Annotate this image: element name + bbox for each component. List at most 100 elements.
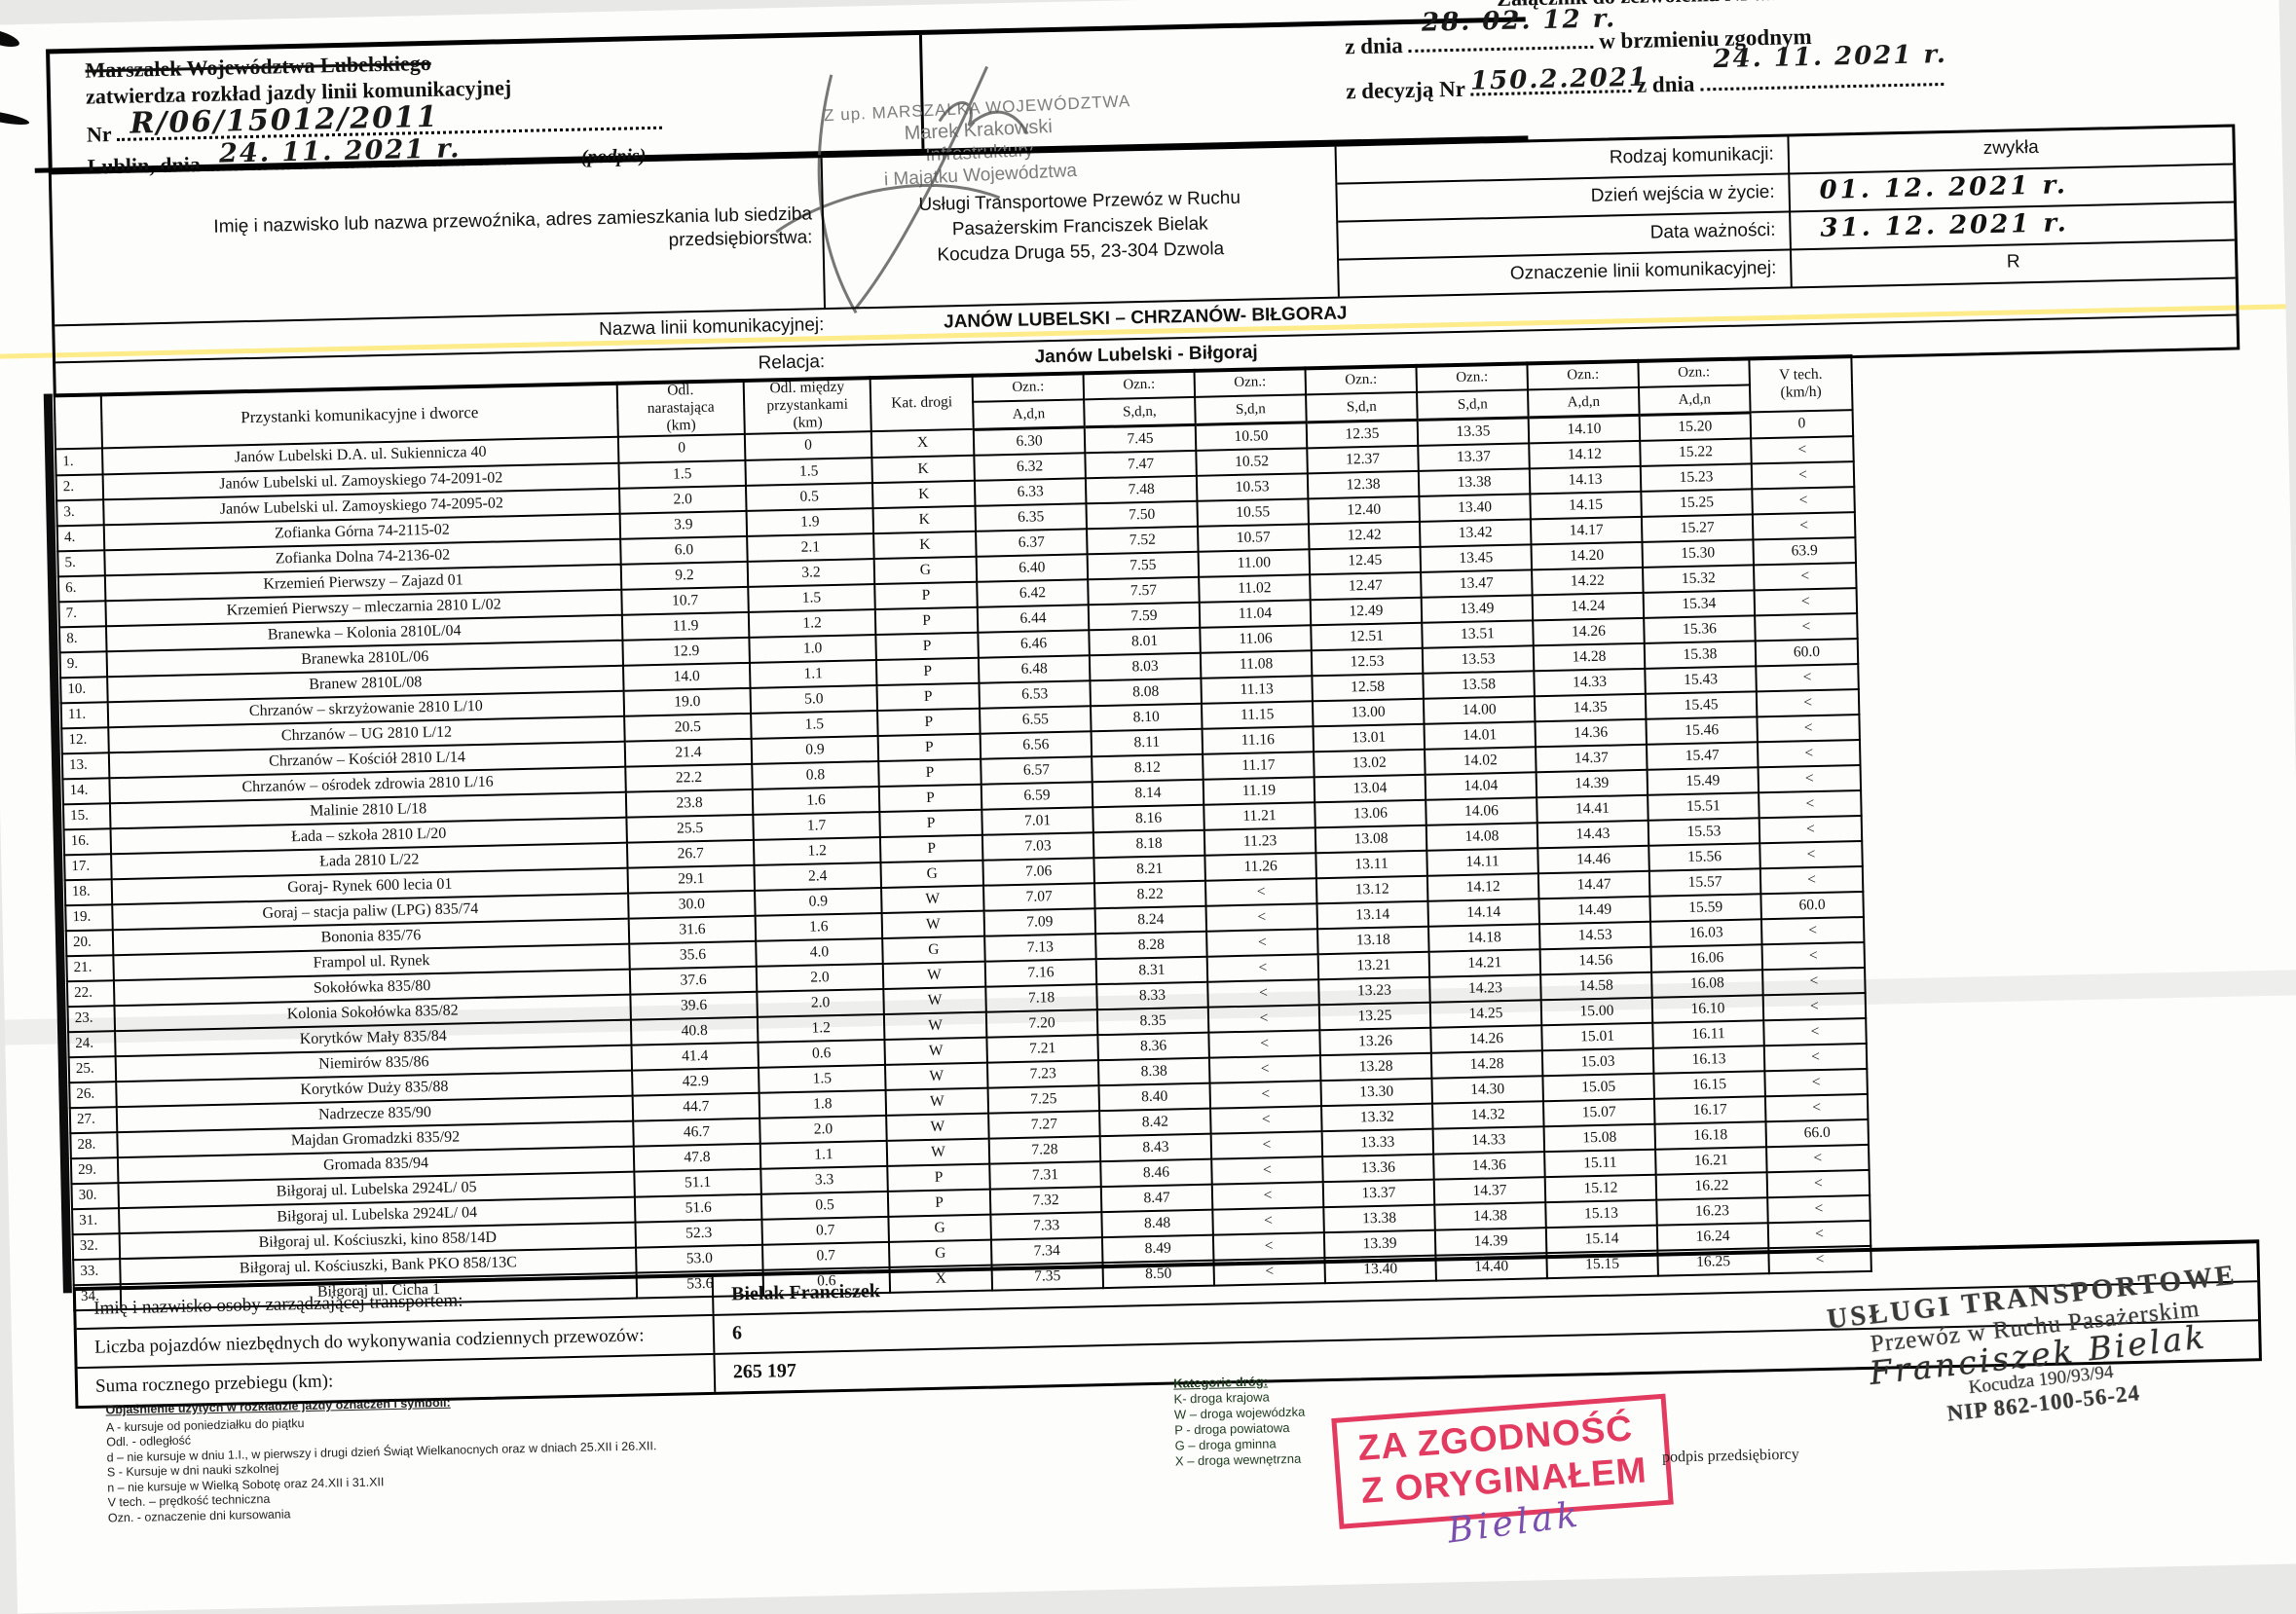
distance-cumulative: 29.1 [627, 864, 756, 894]
distance-cumulative: 53.0 [636, 1244, 763, 1273]
service-designation-header: S,d,n [1417, 389, 1529, 420]
time: 13.06 [1315, 799, 1426, 827]
distance-between: 3.2 [747, 558, 875, 587]
distance-between: 5.0 [750, 684, 878, 714]
time: 13.58 [1423, 670, 1535, 699]
time: 8.43 [1099, 1133, 1212, 1161]
road-category: G [880, 860, 983, 888]
time: 8.12 [1092, 753, 1204, 782]
time: 14.24 [1532, 592, 1645, 620]
time: 11.17 [1203, 751, 1315, 780]
time: 12.47 [1310, 571, 1422, 600]
distance-between: 4.0 [756, 937, 883, 967]
time: 14.14 [1427, 898, 1539, 927]
distance-cumulative: 14.0 [622, 662, 751, 691]
time: 15.01 [1541, 1022, 1653, 1050]
dotted-line: 150.2.2021 [1470, 63, 1648, 96]
road-category: G [873, 556, 978, 584]
scan-artifact-blob [0, 107, 30, 128]
time: 7.55 [1087, 551, 1200, 579]
road-category: P [875, 632, 979, 660]
time: 16.15 [1653, 1070, 1765, 1099]
time: 13.18 [1317, 926, 1429, 954]
time: 6.55 [980, 705, 1092, 734]
time: 7.06 [982, 857, 1094, 886]
time: 13.01 [1313, 723, 1426, 752]
time: 16.18 [1654, 1120, 1767, 1150]
row-number-header [54, 393, 102, 450]
time: 11.26 [1204, 852, 1316, 881]
distance-between: 1.6 [755, 912, 883, 941]
distance-between: 1.7 [753, 811, 880, 840]
time: 16.17 [1653, 1095, 1766, 1124]
time: 13.26 [1319, 1027, 1431, 1055]
time: < [1211, 1155, 1323, 1185]
time: 12.38 [1307, 470, 1420, 498]
time: 15.25 [1641, 488, 1753, 517]
distance-cumulative: 26.7 [626, 839, 755, 868]
time: 13.32 [1321, 1103, 1433, 1131]
time: 6.35 [975, 502, 1088, 532]
v-tech: 63.9 [1753, 536, 1856, 565]
row-number: 31. [72, 1207, 120, 1234]
distance-cumulative: 51.6 [634, 1193, 762, 1223]
row-number: 26. [69, 1081, 117, 1108]
time: 13.28 [1319, 1052, 1432, 1081]
time: 8.01 [1089, 627, 1201, 655]
time: < [1212, 1206, 1324, 1235]
v-tech: < [1752, 511, 1856, 539]
time: 13.40 [1419, 493, 1531, 522]
v-tech: < [1761, 941, 1866, 970]
row-number: 14. [62, 777, 110, 804]
service-designation-header: A,d,n [1528, 386, 1640, 418]
time: 14.37 [1536, 744, 1648, 772]
time: 10.53 [1196, 472, 1309, 501]
road-category: P [877, 733, 981, 761]
time: 12.37 [1307, 445, 1419, 473]
time: 14.23 [1429, 973, 1541, 1003]
time: < [1208, 1029, 1320, 1058]
time: 15.43 [1645, 665, 1757, 694]
row-number: 4. [56, 524, 105, 551]
time: 14.28 [1430, 1049, 1543, 1079]
time: 7.25 [987, 1084, 1100, 1114]
segment-header: Odl. między przystankami (km) [743, 377, 871, 434]
time: 15.12 [1544, 1174, 1657, 1202]
time: 12.42 [1308, 521, 1421, 549]
v-tech: < [1756, 688, 1860, 716]
time: 8.03 [1089, 652, 1202, 680]
time: < [1210, 1130, 1323, 1159]
time: 13.38 [1418, 467, 1531, 496]
time: 14.25 [1429, 999, 1542, 1028]
v-tech: < [1758, 764, 1862, 792]
vtech-header: V tech. (km/h) [1749, 355, 1853, 413]
dotted-line: 28. 02. 12 r. [1408, 4, 1616, 53]
time: 8.24 [1094, 905, 1207, 934]
time: 8.47 [1100, 1184, 1213, 1212]
v-tech: < [1759, 840, 1863, 868]
row-number: 11. [60, 701, 109, 728]
time: 15.36 [1644, 614, 1756, 643]
time: 8.36 [1097, 1032, 1209, 1060]
time: 8.18 [1092, 829, 1205, 858]
road-category: P [887, 1163, 990, 1192]
time: 13.04 [1314, 774, 1426, 802]
time: 7.33 [990, 1211, 1102, 1240]
time: 7.18 [985, 983, 1097, 1012]
time: < [1207, 1004, 1320, 1033]
road-category: P [878, 784, 982, 812]
time: 15.57 [1648, 867, 1761, 897]
time: 14.39 [1434, 1227, 1547, 1256]
distance-between: 1.2 [753, 836, 881, 865]
time: 7.21 [986, 1034, 1098, 1063]
amendment-block: z dnia 28. 02. 12 r. w brzmieniu zgodnym… [1345, 4, 2203, 114]
time: 15.23 [1640, 462, 1753, 492]
distance-between: 1.2 [748, 608, 876, 638]
time: 15.51 [1648, 791, 1759, 821]
time: < [1210, 1105, 1322, 1134]
v-tech: < [1762, 967, 1866, 995]
time: 14.36 [1535, 718, 1647, 747]
time: 10.57 [1197, 523, 1310, 552]
time: 14.11 [1426, 847, 1538, 876]
